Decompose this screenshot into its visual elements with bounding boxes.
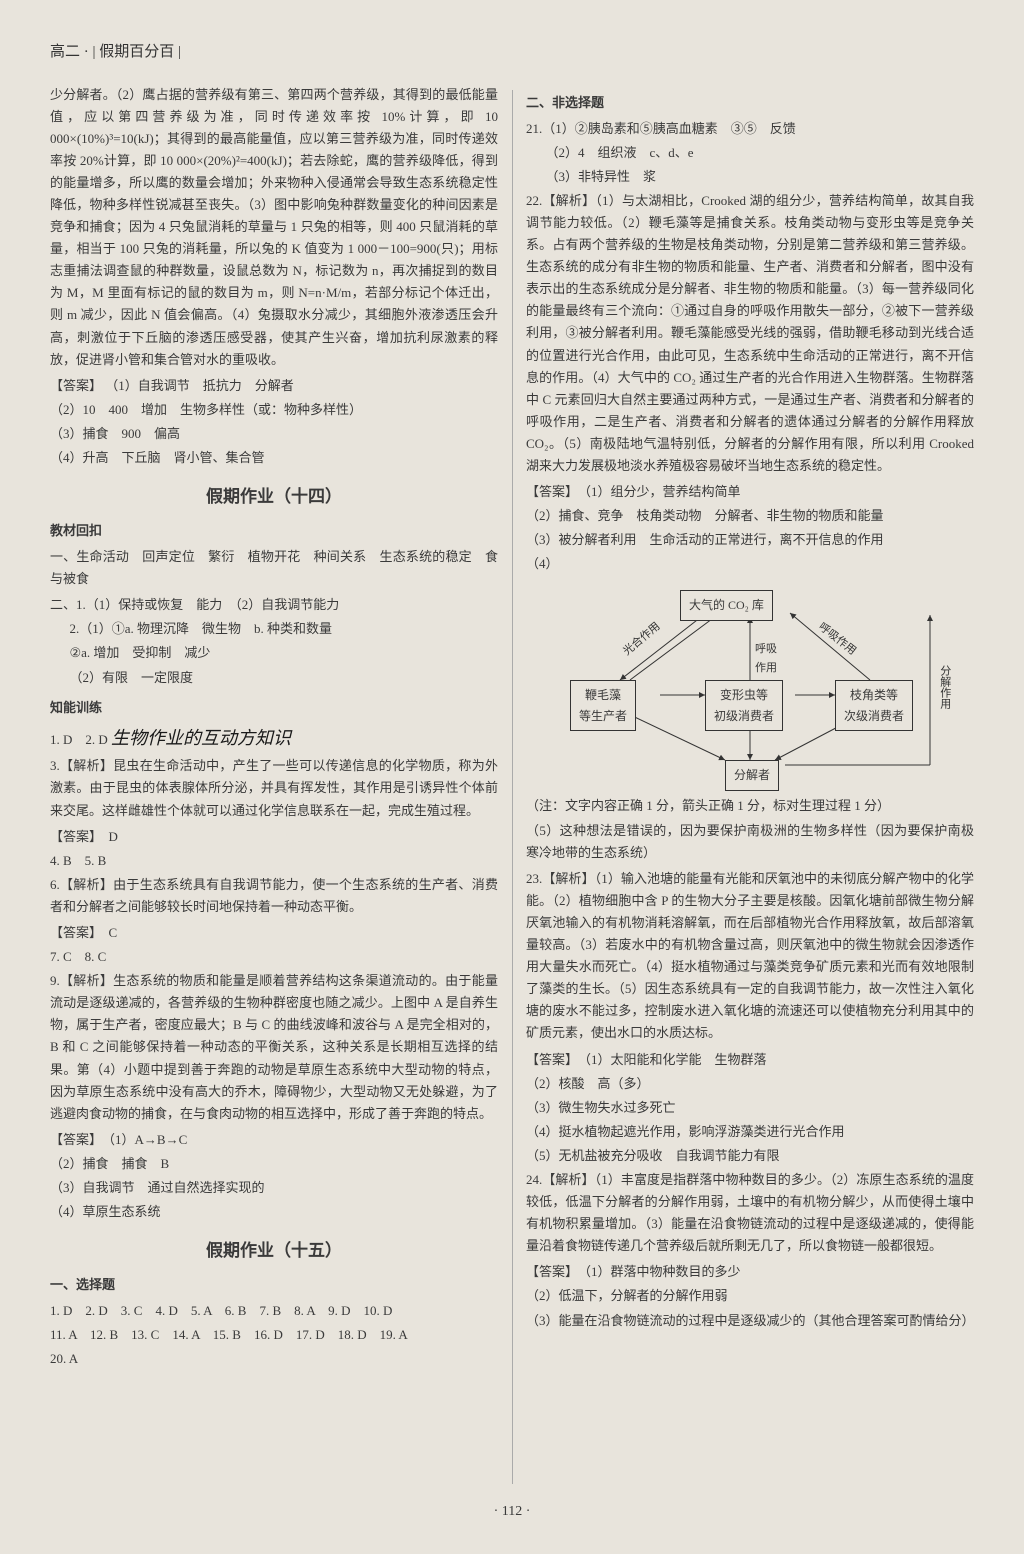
q9-ans-2: （2）捕食 捕食 B xyxy=(50,1153,498,1175)
q22-ans-label: 【答案】 xyxy=(526,484,572,499)
answer-block: 【答案】 （1）自我调节 抵抗力 分解者 xyxy=(50,375,498,397)
q3-ans-label: 【答案】 xyxy=(50,829,96,844)
q21-2: （2）4 组织液 c、d、e xyxy=(526,142,974,164)
diagram-top-box: 大气的 CO₂ 库 xyxy=(680,590,773,620)
answer-1-2: （2）10 400 增加 生物多样性（或：物种多样性） xyxy=(50,399,498,421)
q23-analysis: 23.【解析】（1）输入池塘的能量有光能和厌氧池中的未彻底分解产物中的化学能。（… xyxy=(526,868,974,1045)
q6-ans: 【答案】 C xyxy=(50,922,498,944)
q23-analysis-label: 23.【解析】 xyxy=(526,871,595,886)
material-2: 二、1.（1）保持或恢复 能力 （2）自我调节能力 xyxy=(50,594,498,616)
q21-3: （3）非特异性 浆 xyxy=(526,166,974,188)
skill-1: 1. D 2. D 生物作业的互动方知识 xyxy=(50,723,498,754)
diagram-note: （注：文字内容正确 1 分，箭头正确 1 分，标对生理过程 1 分） xyxy=(526,795,974,817)
material-2-3: ②a. 增加 受抑制 减少 xyxy=(50,642,498,664)
q9-ans: 【答案】 （1）A→B→C xyxy=(50,1129,498,1151)
q3-analysis: 3.【解析】昆虫在生命活动中，产生了一些可以传递信息的化学物质，称为外激素。由于… xyxy=(50,755,498,821)
q3-ans: 【答案】 D xyxy=(50,826,498,848)
sub-nonchoice: 二、非选择题 xyxy=(526,92,974,114)
q24-ans-1: （1）群落中物种数目的多少 xyxy=(585,1264,741,1279)
q22-analysis: 22.【解析】（1）与太湖相比，Crooked 湖的组分少，营养结构简单，故其自… xyxy=(526,190,974,477)
handwriting: 生物作业的互动方知识 xyxy=(111,728,291,748)
choice-line-2: 11. A 12. B 13. C 14. A 15. B 16. D 17. … xyxy=(50,1324,498,1346)
material-2-4: （2）有限 一定限度 xyxy=(50,667,498,689)
q23-ans-4: （4）挺水植物起遮光作用，影响浮游藻类进行光合作用 xyxy=(526,1121,974,1143)
q9-analysis: 9.【解析】生态系统的物质和能量是顺着营养结构这条渠道流动的。由于能量流动是逐级… xyxy=(50,970,498,1125)
page-header: 高二 · | 假期百分百 | xyxy=(50,40,974,72)
carbon-cycle-diagram: 大气的 CO₂ 库 鞭毛藻 等生产者 变形虫等 初级消费者 枝角类等 次级消费者… xyxy=(560,585,940,785)
q24-ans-3: （3）能量在沿食物链流动的过程中是逐级减少的（其他合理答案可酌情给分） xyxy=(526,1310,974,1332)
material-2-2: 2.（1）①a. 物理沉降 微生物 b. 种类和数量 xyxy=(50,618,498,640)
answer-label: 【答案】 xyxy=(50,378,102,393)
q23-ans-5: （5）无机盐被充分吸收 自我调节能力有限 xyxy=(526,1145,974,1167)
page-footer: · 112 · xyxy=(0,1500,1024,1524)
q23-ans-2: （2）核酸 高（多） xyxy=(526,1073,974,1095)
material-1: 一、生命活动 回声定位 繁衍 植物开花 种间关系 生态系统的稳定 食与被食 xyxy=(50,546,498,590)
q9-ans-3: （3）自我调节 通过自然选择实现的 xyxy=(50,1177,498,1199)
q21-1: 21.（1）②胰岛素和⑤胰高血糖素 ③⑤ 反馈 xyxy=(526,118,974,140)
q24-ans-label: 【答案】 xyxy=(526,1264,572,1279)
q6-analysis-text: 由于生态系统具有自我调节能力，使一个生态系统的生产者、消费者和分解者之间能够较长… xyxy=(50,877,498,914)
q22-ans-3: （3）被分解者利用 生命活动的正常进行，离不开信息的作用 xyxy=(526,529,974,551)
q9-analysis-label: 9.【解析】 xyxy=(50,973,113,988)
answer-1-3: （3）捕食 900 偏高 xyxy=(50,423,498,445)
q22-analysis-text: （1）与太湖相比，Crooked 湖的组分少，营养结构简单，故其自我调节能力较低… xyxy=(526,193,974,473)
skill-1-text: 1. D 2. D xyxy=(50,732,108,747)
q22-ans-2: （2）捕食、竞争 枝角类动物 分解者、非生物的物质和能量 xyxy=(526,505,974,527)
sub-choice: 一、选择题 xyxy=(50,1274,498,1296)
q24-ans: 【答案】 （1）群落中物种数目的多少 xyxy=(526,1261,974,1283)
q23-ans-1: （1）太阳能和化学能 生物群落 xyxy=(585,1052,767,1067)
q6-ans-label: 【答案】 xyxy=(50,925,96,940)
q22-ans-4: （4） xyxy=(526,553,974,575)
skill-78: 7. C 8. C xyxy=(50,946,498,968)
answer-1-4: （4）升高 下丘脑 肾小管、集合管 xyxy=(50,447,498,469)
q3-analysis-label: 3.【解析】 xyxy=(50,758,113,773)
diagram-bottom-box: 分解者 xyxy=(725,760,779,790)
q24-analysis: 24.【解析】（1）丰富度是指群落中物种数目的多少。（2）冻原生态系统的温度较低… xyxy=(526,1169,974,1257)
sub-material: 教材回扣 xyxy=(50,520,498,542)
q9-analysis-text: 生态系统的物质和能量是顺着营养结构这条渠道流动的。由于能量流动是逐级递减的，各营… xyxy=(50,973,498,1121)
section-title-15: 假期作业（十五） xyxy=(50,1237,498,1266)
q6-analysis-label: 6.【解析】 xyxy=(50,877,113,892)
left-column: 少分解者。（2）鹰占据的营养级有第三、第四两个营养级，其得到的最低能量值，应以第… xyxy=(50,84,498,1373)
q24-ans-2: （2）低温下，分解者的分解作用弱 xyxy=(526,1285,974,1307)
label-side: 分解作用 xyxy=(935,665,954,709)
choice-line-1: 1. D 2. D 3. C 4. D 5. A 6. B 7. B 8. A … xyxy=(50,1300,498,1322)
q3-analysis-text: 昆虫在生命活动中，产生了一些可以传递信息的化学物质，称为外激素。由于昆虫的体表腺… xyxy=(50,758,498,817)
q23-ans-3: （3）微生物失水过多死亡 xyxy=(526,1097,974,1119)
sub-skill: 知能训练 xyxy=(50,697,498,719)
q23-analysis-text: （1）输入池塘的能量有光能和厌氧池中的未彻底分解产物中的化学能。（2）植物细胞中… xyxy=(526,871,974,1041)
q3-ans-text: D xyxy=(109,829,118,844)
answer-1-1: （1）自我调节 抵抗力 分解者 xyxy=(105,378,294,393)
q22-analysis-label: 22.【解析】 xyxy=(526,193,595,208)
q6-ans-text: C xyxy=(109,925,118,940)
q22-ans-5: （5）这种想法是错误的，因为要保护南极洲的生物多样性（因为要保护南极寒冷地带的生… xyxy=(526,820,974,864)
opening-text: 少分解者。（2）鹰占据的营养级有第三、第四两个营养级，其得到的最低能量值，应以第… xyxy=(50,84,498,371)
skill-45: 4. B 5. B xyxy=(50,850,498,872)
q23-ans: 【答案】 （1）太阳能和化学能 生物群落 xyxy=(526,1049,974,1071)
column-divider xyxy=(512,90,513,1484)
diagram-left-box: 鞭毛藻 等生产者 xyxy=(570,680,636,731)
q22-ans: 【答案】 （1）组分少，营养结构简单 xyxy=(526,481,974,503)
q9-ans-label: 【答案】 xyxy=(50,1132,96,1147)
q24-analysis-label: 24.【解析】 xyxy=(526,1172,595,1187)
q23-ans-label: 【答案】 xyxy=(526,1052,572,1067)
q6-analysis: 6.【解析】由于生态系统具有自我调节能力，使一个生态系统的生产者、消费者和分解者… xyxy=(50,874,498,918)
q22-ans-1: （1）组分少，营养结构简单 xyxy=(585,484,741,499)
section-title-14: 假期作业（十四） xyxy=(50,483,498,512)
diagram-mid-box: 变形虫等 初级消费者 xyxy=(705,680,783,731)
choice-line-3: 20. A xyxy=(50,1348,498,1370)
diagram-right-box: 枝角类等 次级消费者 xyxy=(835,680,913,731)
q9-ans-4: （4）草原生态系统 xyxy=(50,1201,498,1223)
label-resp2: 呼吸 作用 xyxy=(755,640,777,677)
q9-ans-1: （1）A→B→C xyxy=(109,1132,188,1147)
right-column: 二、非选择题 21.（1）②胰岛素和⑤胰高血糖素 ③⑤ 反馈 （2）4 组织液 … xyxy=(526,84,974,1373)
